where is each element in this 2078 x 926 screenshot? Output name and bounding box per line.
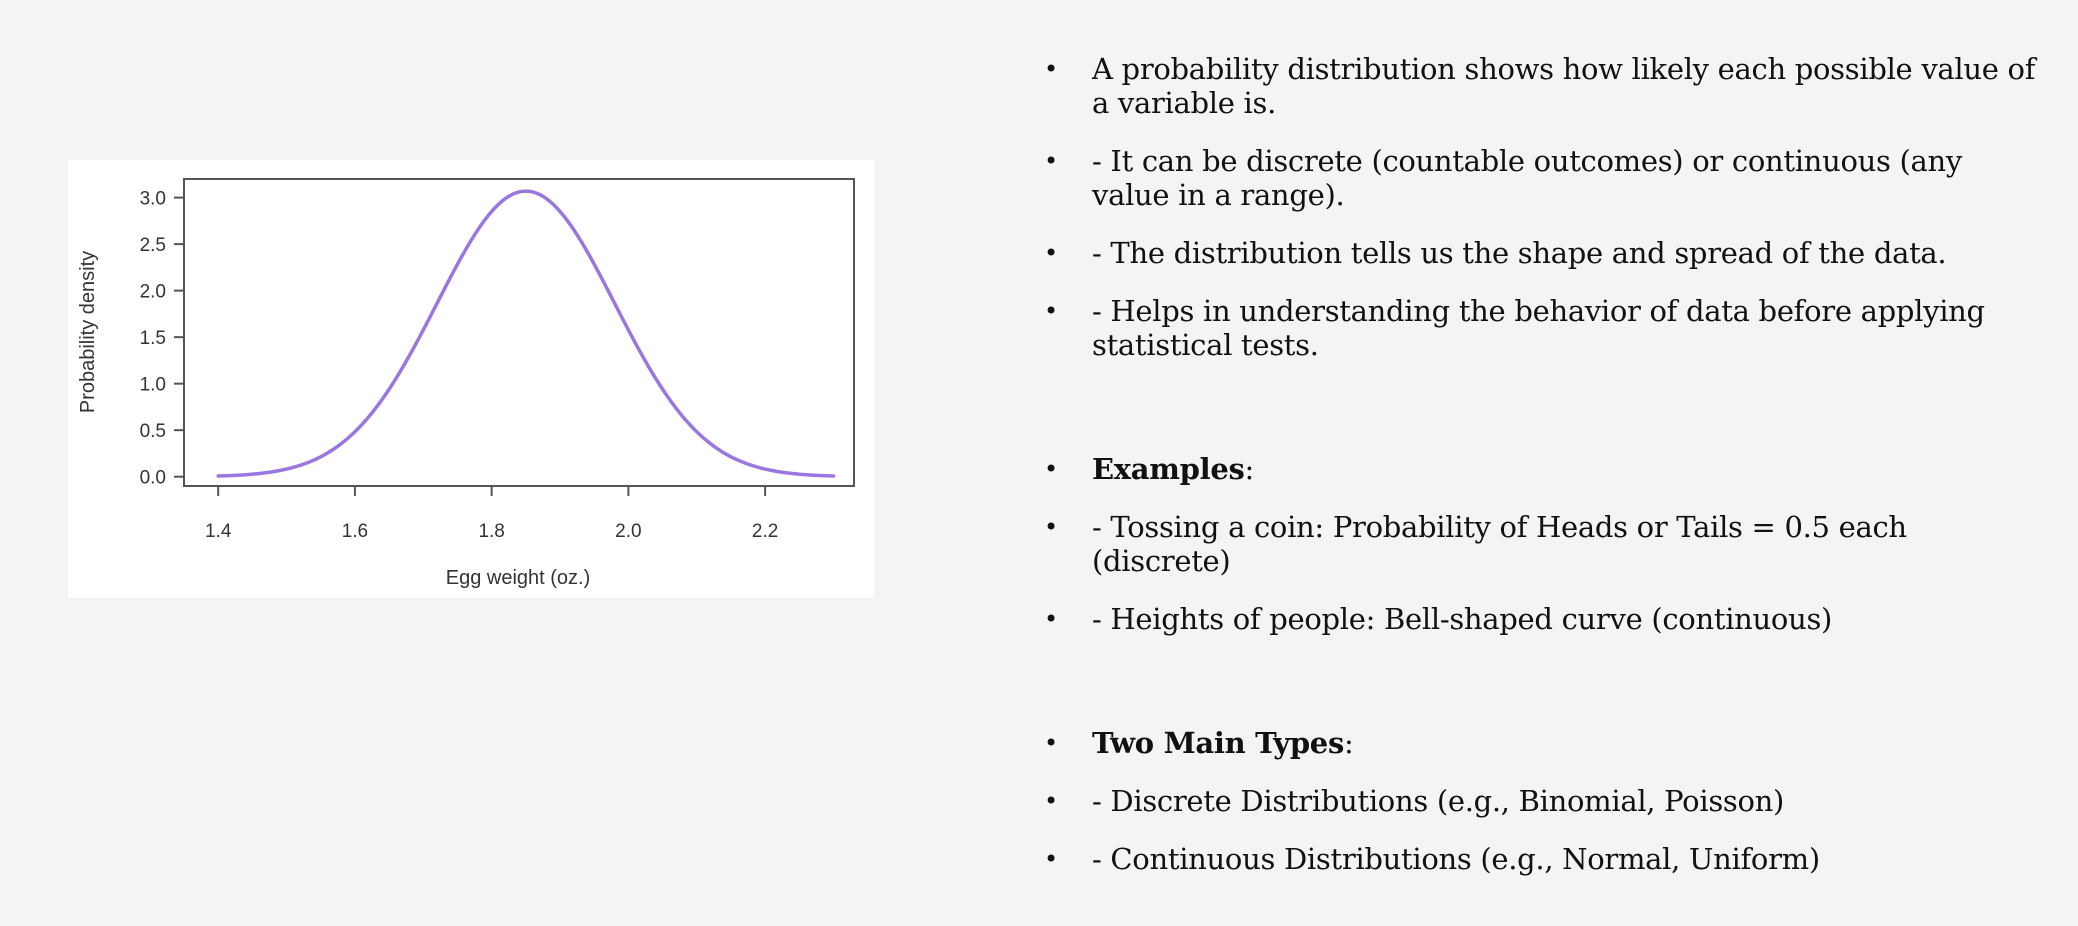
bullet-text: - Tossing a coin: Probability of Heads o… — [1092, 510, 1907, 578]
x-tick-label: 1.6 — [342, 521, 368, 542]
y-tick-label: 0.0 — [140, 468, 166, 489]
bullet-item: - Tossing a coin: Probability of Heads o… — [1040, 510, 2040, 578]
x-axis-label: Egg weight (oz.) — [446, 567, 591, 589]
bullet-item: - Discrete Distributions (e.g., Binomial… — [1040, 784, 2040, 818]
y-tick-label: 2.0 — [140, 282, 166, 303]
y-tick-label: 3.0 — [140, 189, 166, 210]
x-tick-label: 2.0 — [615, 521, 641, 542]
y-tick-label: 0.5 — [140, 421, 166, 442]
bullet-text: - Heights of people: Bell-shaped curve (… — [1092, 602, 1833, 636]
bullet-text: A probability distribution shows how lik… — [1092, 52, 2036, 120]
chart-figure: 0.0 0.5 1.0 1.5 2.0 2.5 3.0 1.4 1.6 1.8 2.0 2.2 Egg … — [68, 160, 874, 598]
y-tick-label: 1.0 — [140, 375, 166, 396]
bullet-text: - Discrete Distributions (e.g., Binomial… — [1092, 784, 1785, 818]
y-tick-label: 2.5 — [140, 235, 166, 256]
density-curve — [216, 189, 836, 478]
bullet-list: A probability distribution shows how lik… — [1040, 52, 2040, 876]
bullet-bold: Examples — [1092, 452, 1245, 486]
plot-frame — [183, 178, 855, 487]
bullet-item: - The distribution tells us the shape an… — [1040, 236, 2040, 270]
x-tick-label: 2.2 — [752, 521, 778, 542]
x-tick-label: 1.4 — [205, 521, 232, 542]
bullet-text: - The distribution tells us the shape an… — [1092, 236, 1947, 270]
bullet-item-examples: Examples: — [1040, 452, 2040, 486]
density-chart: 0.0 0.5 1.0 1.5 2.0 2.5 3.0 1.4 1.6 1.8 2.0 2.2 Egg … — [77, 178, 855, 589]
bullet-text: - Helps in understanding the behavior of… — [1092, 294, 1985, 362]
x-tick-label: 1.8 — [478, 521, 504, 542]
bullet-item: - Heights of people: Bell-shaped curve (… — [1040, 602, 2040, 636]
bullet-bold: Two Main Types — [1092, 726, 1344, 760]
bullet-text: - Continuous Distributions (e.g., Normal… — [1092, 842, 1820, 876]
bullet-item: A probability distribution shows how lik… — [1040, 52, 2040, 120]
bullet-text: : — [1244, 452, 1255, 486]
bullet-item: - It can be discrete (countable outcomes… — [1040, 144, 2040, 212]
y-axis-label: Probability density — [77, 251, 99, 413]
y-tick-label: 1.5 — [140, 328, 166, 349]
bullet-text: : — [1344, 726, 1354, 760]
bullet-text: - It can be discrete (countable outcomes… — [1092, 144, 1962, 212]
bullet-item: - Helps in understanding the behavior of… — [1040, 294, 2040, 362]
bullet-item-main-types: Two Main Types: — [1040, 726, 2040, 760]
bullet-item: - Continuous Distributions (e.g., Normal… — [1040, 842, 2040, 876]
